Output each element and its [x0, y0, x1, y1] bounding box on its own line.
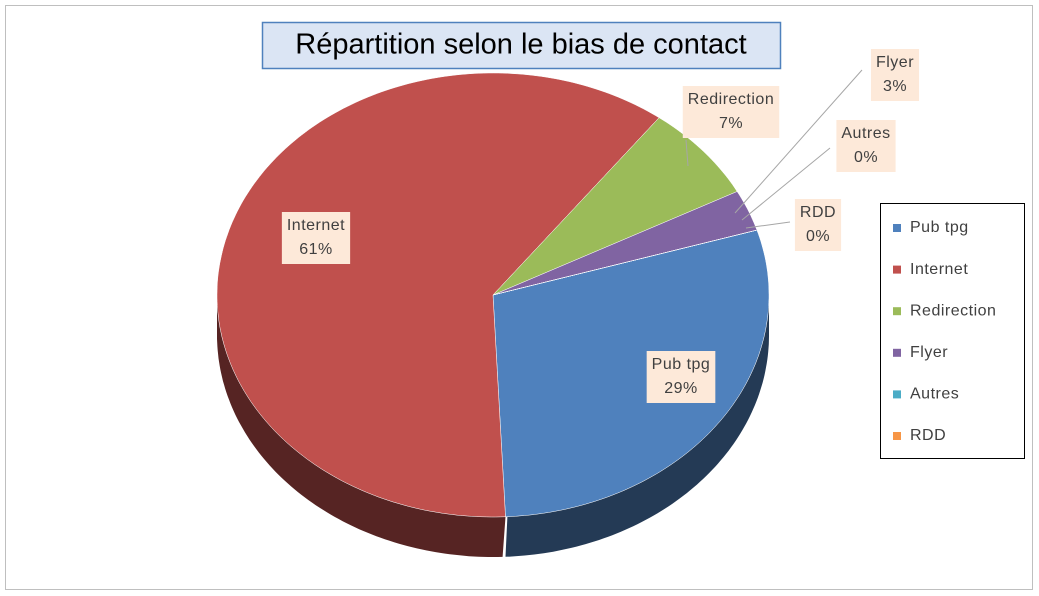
data-label-value: 0%: [854, 149, 878, 166]
legend-swatch: [893, 307, 901, 316]
data-label-value: 29%: [664, 380, 698, 397]
data-label-value: 3%: [883, 78, 907, 95]
title-box: [261, 21, 782, 70]
legend-swatch: [893, 432, 901, 440]
slice: [492, 117, 738, 296]
legend-label: Pub tpg: [910, 219, 969, 236]
legend-swatch: [893, 265, 901, 274]
leader-line: [734, 69, 863, 214]
data-label-name: Redirection: [688, 91, 774, 108]
data-label-name: Flyer: [876, 54, 914, 71]
slice: [492, 229, 757, 296]
data-label-box: [794, 199, 842, 251]
data-label-value: 61%: [299, 241, 333, 258]
legend: Pub tpg Internet Redirection Flyer Autres RDD: [893, 219, 996, 444]
data-label-name: Pub tpg: [652, 356, 711, 373]
legend-box: [880, 203, 1025, 459]
data-label-box: [281, 212, 351, 264]
legend-label: Internet: [910, 261, 968, 278]
slice: [492, 229, 770, 518]
legend-swatch: [893, 224, 901, 232]
legend-label: Flyer: [910, 344, 948, 361]
data-label-value: 0%: [806, 228, 830, 245]
legend-swatch: [893, 390, 901, 399]
leader-lines: [685, 69, 863, 229]
data-label-name: RDD: [800, 204, 836, 221]
data-label-box: [646, 351, 716, 403]
leader-line: [745, 221, 791, 229]
slice-side: [505, 295, 769, 557]
pie: [216, 72, 770, 557]
leader-line: [741, 147, 831, 221]
slice: [492, 191, 758, 296]
data-label-box: [870, 49, 920, 101]
data-label-name: Internet: [287, 217, 345, 234]
legend-label: Redirection: [910, 302, 996, 319]
slice-side: [217, 297, 506, 557]
legend-swatch: [893, 348, 901, 357]
data-label-value: 7%: [719, 115, 743, 132]
data-label-name: Autres: [841, 125, 890, 142]
data-label-box: [836, 120, 896, 172]
data-label-box: [682, 86, 780, 138]
legend-label: RDD: [910, 427, 946, 444]
leader-line: [685, 139, 689, 167]
legend-label: Autres: [910, 386, 959, 403]
chart-title: Répartition selon le bias de contact: [295, 29, 746, 61]
data-labels: Pub tpg 29% Internet 61% Redirection 7% Flyer 3…: [281, 49, 920, 403]
slice: [216, 72, 660, 518]
